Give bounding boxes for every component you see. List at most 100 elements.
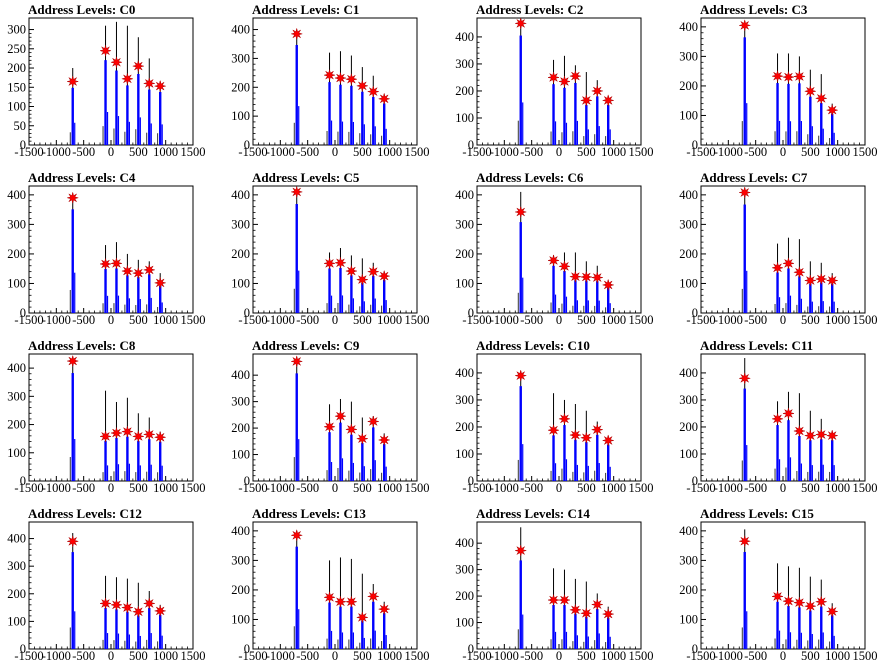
histogram-peak xyxy=(124,578,130,649)
x-tick-label: 0 xyxy=(108,145,114,159)
peak-marker xyxy=(590,423,604,437)
y-tick-label: 300 xyxy=(7,559,26,573)
y-tick-label: 0 xyxy=(20,138,26,152)
x-tick-label: -1500 xyxy=(462,313,491,327)
histogram-peak xyxy=(583,72,589,145)
y-tick-label: 400 xyxy=(7,188,26,202)
peak-marker xyxy=(825,103,839,117)
histogram-peak xyxy=(359,417,365,481)
histogram-peak xyxy=(583,410,589,481)
y-tick-label: 400 xyxy=(679,188,698,202)
x-tick-label: 500 xyxy=(577,481,596,495)
x-tick-label: -1500 xyxy=(686,481,715,495)
plot-frame xyxy=(28,521,194,650)
histogram-peak xyxy=(572,252,578,313)
histogram-peak xyxy=(774,563,781,649)
histogram-peak xyxy=(741,529,748,649)
y-tick-label: 300 xyxy=(455,57,474,71)
x-tick-label: -1500 xyxy=(462,649,491,663)
x-tick-label: -500 xyxy=(296,649,319,663)
peak-marker xyxy=(568,69,582,83)
histogram-peak xyxy=(69,358,76,481)
y-tick-label: 100 xyxy=(679,108,698,122)
x-tick-label: -1000 xyxy=(42,481,71,495)
x-tick-label: 1500 xyxy=(405,649,430,663)
y-tick-label: 400 xyxy=(455,366,474,380)
peak-marker xyxy=(803,429,817,443)
histogram-peak xyxy=(113,242,120,313)
x-tick-label: -1000 xyxy=(714,313,743,327)
y-tick-label: 200 xyxy=(231,247,250,261)
histogram-peak xyxy=(561,55,568,145)
peak-marker xyxy=(771,69,785,83)
y-tick-label: 400 xyxy=(455,30,474,44)
peak-marker xyxy=(109,256,123,270)
x-tick-label: 500 xyxy=(353,145,372,159)
histogram-panel-c3: Address Levels: C3 0 100 200 300 400 -1500 -100… xyxy=(672,0,896,168)
peak-marker xyxy=(142,596,156,610)
histogram-peak xyxy=(146,58,152,145)
x-tick-label: 1500 xyxy=(181,481,206,495)
y-tick-label: 200 xyxy=(679,583,698,597)
y-tick-label: 100 xyxy=(455,616,474,630)
y-tick-label: 100 xyxy=(231,276,250,290)
x-tick-label: -1000 xyxy=(490,145,519,159)
y-tick-label: 250 xyxy=(7,42,26,56)
histogram-svg: Address Levels: C5 0 100 200 300 400 -1500-100… xyxy=(231,170,429,327)
y-tick-label: 400 xyxy=(455,188,474,202)
y-tick-label: 0 xyxy=(468,642,474,656)
x-tick-label: -1500 xyxy=(462,481,491,495)
histogram-peak xyxy=(785,391,792,481)
peak-marker xyxy=(568,270,582,284)
peak-marker xyxy=(120,425,134,439)
peak-marker xyxy=(601,278,615,292)
x-tick-label: 0 xyxy=(780,145,786,159)
y-tick-label: 200 xyxy=(7,61,26,75)
histogram-svg: Address Levels: C12 0 100 200 300 400 -1500-10… xyxy=(7,506,205,663)
x-tick-label: 0 xyxy=(108,313,114,327)
chart-title: Address Levels: C7 xyxy=(700,170,808,185)
histogram-peak xyxy=(818,262,824,313)
peak-marker xyxy=(792,424,806,438)
chart-title: Address Levels: C3 xyxy=(700,2,808,17)
y-tick-label: 300 xyxy=(679,553,698,567)
y-tick-label: 0 xyxy=(692,474,698,488)
y-tick-label: 400 xyxy=(231,368,250,382)
histogram-peak xyxy=(517,20,524,146)
histogram-panel-c13: Address Levels: C13 0 100 200 300 400 -1500 -10… xyxy=(224,504,448,672)
peak-marker xyxy=(131,59,145,73)
y-tick-label: 200 xyxy=(231,80,250,94)
x-tick-label: -500 xyxy=(72,313,95,327)
peak-marker xyxy=(601,93,615,107)
x-tick-label: -1000 xyxy=(490,481,519,495)
peak-marker xyxy=(366,589,380,603)
x-tick-label: 0 xyxy=(556,145,562,159)
y-tick-label: 400 xyxy=(679,366,698,380)
x-tick-label: -500 xyxy=(744,313,767,327)
histogram-peak xyxy=(807,576,813,649)
histogram-panel-c5: Address Levels: C5 0 100 200 300 400 -1500 -100… xyxy=(224,168,448,336)
x-tick-label: 1000 xyxy=(377,145,402,159)
x-tick-label: 500 xyxy=(353,649,372,663)
x-tick-label: -500 xyxy=(744,481,767,495)
x-tick-label: 500 xyxy=(577,145,596,159)
peak-marker xyxy=(781,256,795,270)
peak-marker xyxy=(825,274,839,287)
peak-marker xyxy=(142,263,156,277)
x-tick-label: -1000 xyxy=(714,649,743,663)
y-tick-label: 200 xyxy=(231,583,250,597)
x-tick-label: -500 xyxy=(520,481,543,495)
plot-frame xyxy=(476,185,642,314)
y-tick-label: 300 xyxy=(455,563,474,577)
y-tick-label: 400 xyxy=(455,536,474,550)
peak-marker xyxy=(323,256,337,270)
x-tick-label: -1000 xyxy=(42,313,71,327)
x-tick-label: 1000 xyxy=(153,313,178,327)
x-tick-label: -1000 xyxy=(266,649,295,663)
x-tick-label: 0 xyxy=(780,649,786,663)
peak-marker xyxy=(290,185,304,199)
chart-title: Address Levels: C0 xyxy=(28,2,135,17)
histogram-peak xyxy=(348,401,354,481)
histogram-peak xyxy=(774,53,781,145)
peak-marker xyxy=(377,92,391,106)
